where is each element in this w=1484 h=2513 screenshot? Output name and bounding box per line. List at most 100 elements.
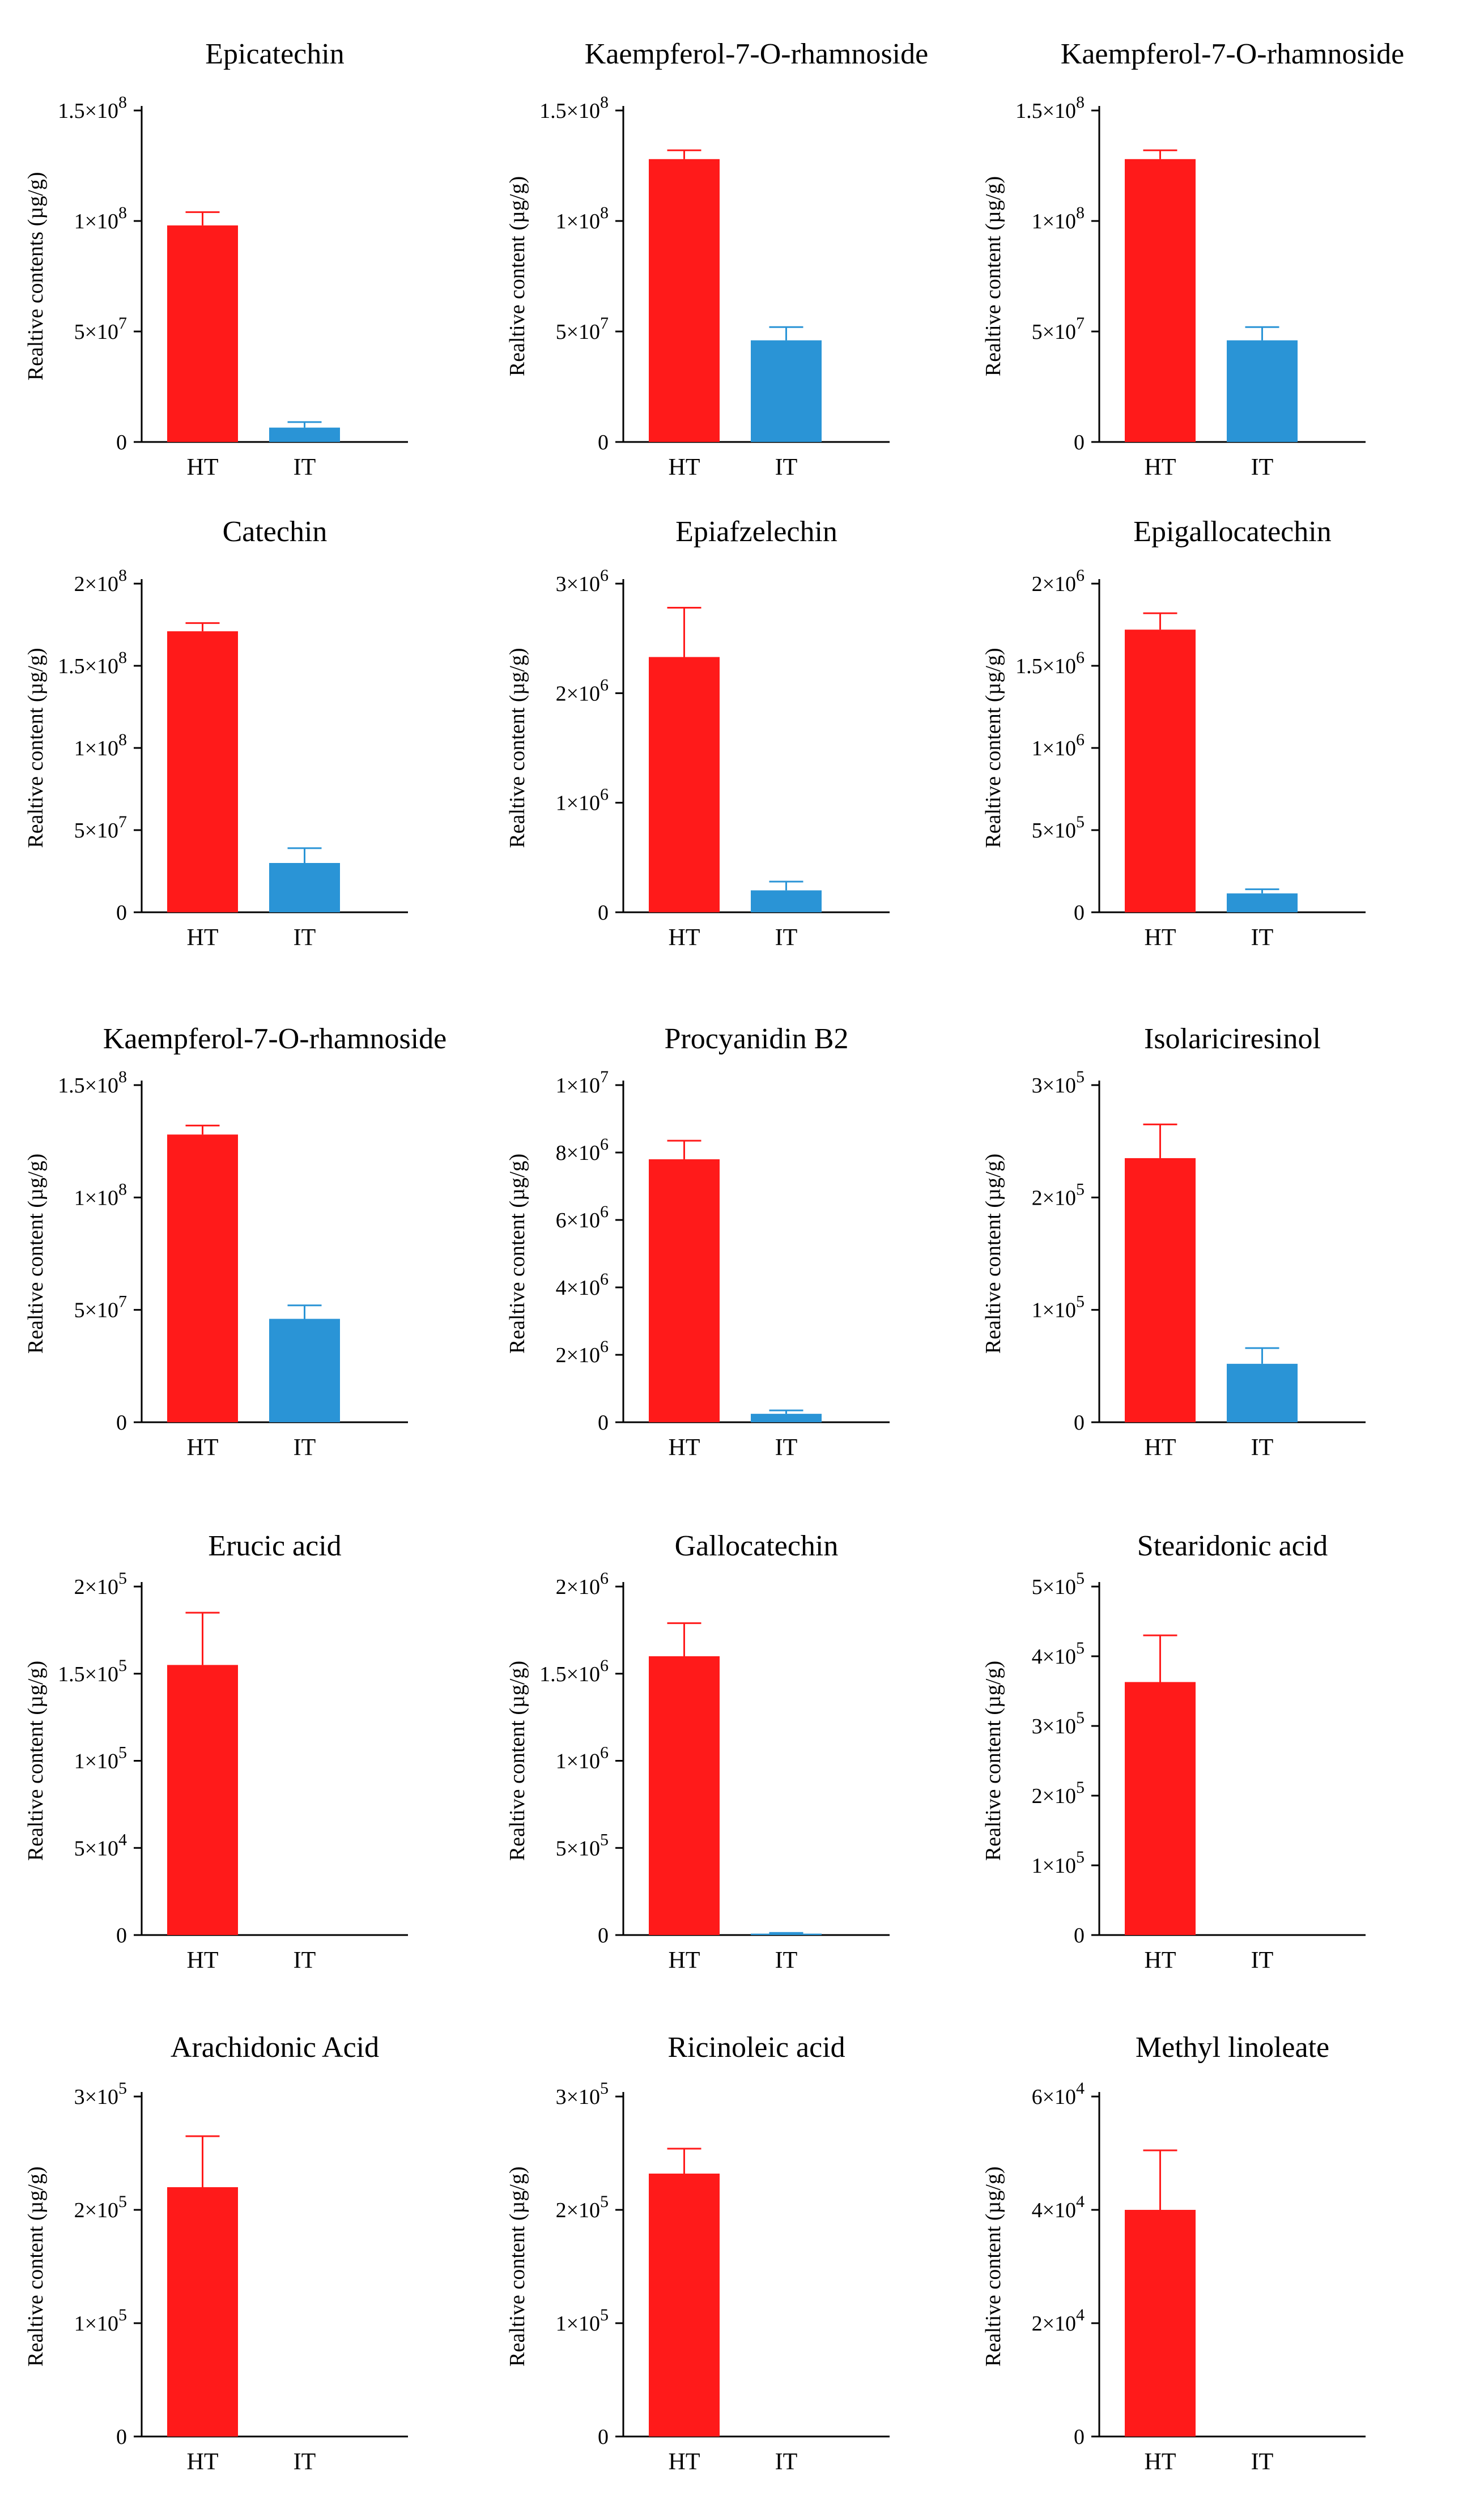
x-tick-label: HT [1145,454,1176,481]
y-tick-label: 1×105 [1032,1848,1085,1878]
y-tick-label: 5×105 [556,1830,609,1860]
y-tick-label: 2×105 [74,2192,127,2222]
y-tick-label: 0 [116,431,127,454]
y-tick-label: 1.5×108 [58,648,127,678]
bar-ht [649,2174,720,2437]
y-tick-label: 4×104 [1032,2192,1085,2222]
chart-panel-9: Isolariciresinol Realtive content (µg/g) 0… [981,1023,1366,1461]
bar-ht [1125,1682,1196,1935]
y-tick-label: 2×105 [1032,1778,1085,1808]
y-tick-label: 2×106 [1032,566,1085,596]
y-tick-label: 0 [116,1411,127,1435]
y-axis-label: Realtive content (µg/g) [505,1661,529,1861]
x-tick-label: HT [1145,925,1176,951]
y-axis-label: Realtive content (µg/g) [505,1154,529,1354]
bar-it [269,427,340,442]
y-tick-label: 1×105 [74,2306,127,2336]
chart-panel-2: Kaempferol-7-O-rhamnoside Realtive conten… [505,38,928,481]
chart-panel-15: Methyl linoleate Realtive content (µg/g) 0… [981,2031,1366,2475]
y-tick-label: 8×106 [556,1135,609,1165]
x-tick-label: HT [1145,1435,1176,1461]
bar-it [269,863,340,912]
bar-it [1227,340,1298,442]
chart-panel-8: Procyanidin B2 Realtive content (µg/g) 0 2×… [505,1023,890,1461]
y-tick-label: 5×107 [74,1292,127,1323]
y-tick-label: 0 [598,1924,609,1948]
chart-panel-5: Epiafzelechin Realtive content (µg/g) 0 1×1… [505,516,890,951]
y-tick-label: 0 [1074,431,1085,454]
x-tick-label: HT [669,1948,700,1974]
y-tick-label: 5×104 [74,1830,127,1860]
x-tick-label: HT [187,454,219,481]
x-tick-label: HT [187,925,219,951]
y-tick-label: 5×107 [1032,314,1085,344]
y-tick-label: 0 [116,1924,127,1948]
bar-ht [1125,1158,1196,1422]
y-tick-label: 0 [1074,2425,1085,2449]
y-tick-label: 0 [116,2425,127,2449]
y-tick-label: 0 [598,1411,609,1435]
y-tick-label: 1.5×105 [58,1656,127,1686]
x-tick-label: IT [775,925,798,951]
y-tick-label: 1.5×108 [539,93,609,123]
x-tick-label: IT [775,1435,798,1461]
y-axis-label: Realtive content (µg/g) [24,2166,48,2366]
chart-title: Kaempferol-7-O-rhamnoside [585,38,928,70]
y-tick-label: 1×106 [556,1744,609,1774]
y-tick-label: 1.5×108 [58,93,127,123]
chart-panel-11: Gallocatechin Realtive content (µg/g) 0 5×1… [505,1530,890,1974]
y-tick-label: 3×105 [556,2079,609,2109]
y-tick-label: 1×107 [556,1068,609,1098]
y-tick-label: 6×104 [1032,2079,1085,2109]
y-tick-label: 0 [116,901,127,925]
y-tick-label: 0 [598,2425,609,2449]
x-tick-label: HT [187,1435,219,1461]
y-tick-label: 0 [1074,1924,1085,1948]
bar-ht [1125,630,1196,912]
y-tick-label: 3×105 [1032,1708,1085,1738]
chart-title: Erucic acid [208,1530,341,1562]
x-tick-label: IT [1251,1435,1274,1461]
x-tick-label: IT [294,2449,316,2475]
chart-panel-4: Catechin Realtive content (µg/g) 0 5×107 1×1… [24,516,408,951]
x-tick-label: HT [1145,2449,1176,2475]
y-axis-label: Realtive content (µg/g) [981,176,1005,376]
y-tick-label: 1.5×106 [1015,648,1085,678]
y-tick-label: 2×108 [74,566,127,596]
chart-title: Arachidonic Acid [171,2031,379,2064]
y-tick-label: 2×105 [556,2192,609,2222]
y-tick-label: 1×108 [1032,203,1085,233]
y-tick-label: 5×107 [74,813,127,843]
chart-title: Gallocatechin [675,1530,839,1562]
chart-panel-10: Erucic acid Realtive content (µg/g) 0 5×104… [24,1530,408,1974]
y-axis-label: Realtive content (µg/g) [981,648,1005,848]
y-tick-label: 0 [598,901,609,925]
y-tick-label: 3×105 [74,2079,127,2109]
y-tick-label: 0 [598,431,609,454]
chart-title: Epicatechin [205,38,344,70]
x-tick-label: IT [294,1435,316,1461]
y-tick-label: 1×105 [556,2306,609,2336]
y-axis-label: Realtive content (µg/g) [981,1661,1005,1861]
y-tick-label: 1×108 [556,203,609,233]
bar-it [751,1414,822,1422]
x-tick-label: IT [1251,1948,1274,1974]
x-tick-label: HT [187,2449,219,2475]
y-tick-label: 5×107 [556,314,609,344]
y-tick-label: 1×108 [74,730,127,760]
x-tick-label: HT [1145,1948,1176,1974]
y-tick-label: 2×105 [1032,1180,1085,1210]
bar-ht [1125,2210,1196,2437]
y-tick-label: 1×105 [1032,1292,1085,1323]
bar-ht [649,159,720,442]
y-axis-label: Realtive content (µg/g) [24,1661,48,1861]
y-tick-label: 2×106 [556,1337,609,1367]
chart-panel-3: Kaempferol-7-O-rhamnoside Realtive conten… [981,38,1404,481]
y-tick-label: 1×108 [74,203,127,233]
x-tick-label: IT [1251,454,1274,481]
bar-ht [649,657,720,912]
chart-panel-12: Stearidonic acid Realtive content (µg/g) 0… [981,1530,1366,1974]
y-tick-label: 2×104 [1032,2306,1085,2336]
chart-title: Epigallocatechin [1133,516,1331,548]
